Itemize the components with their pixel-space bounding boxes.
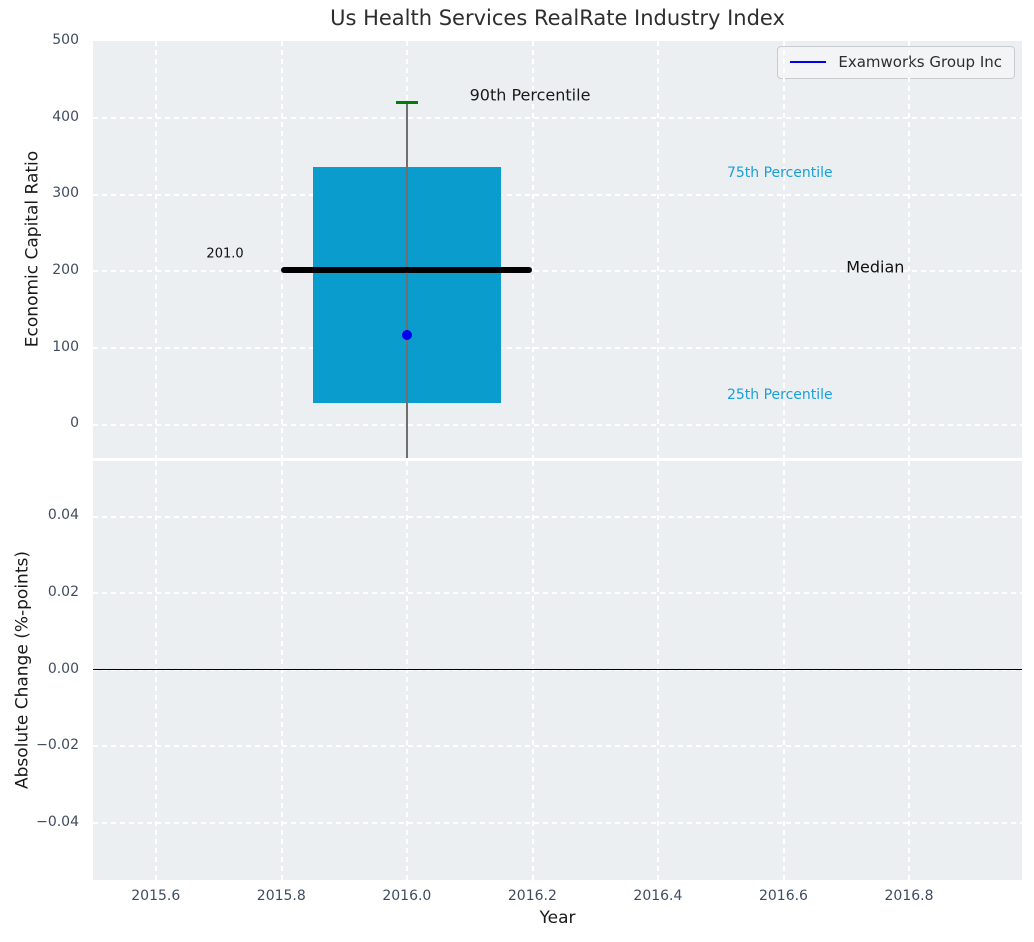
annotation-p90-label: 90th Percentile — [469, 85, 591, 105]
legend-label: Examworks Group Inc — [838, 53, 1002, 71]
y-tick-label: 0.04 — [47, 507, 79, 524]
y-tick-label: 500 — [52, 32, 79, 48]
gridline-horizontal — [93, 193, 1022, 196]
gridline-horizontal — [93, 745, 1022, 748]
annotation-median-label: Median — [846, 257, 905, 277]
y-tick-label: 400 — [52, 108, 79, 125]
gridline-vertical — [531, 41, 534, 458]
annotation-median-value: 201.0 — [206, 246, 244, 262]
x-tick-label: 2015.8 — [256, 888, 306, 904]
x-axis-label: Year — [539, 908, 576, 928]
y-tick-label: −0.02 — [36, 737, 79, 754]
y-tick-label: 0.00 — [47, 660, 79, 677]
gridline-horizontal — [93, 270, 1022, 273]
x-tick-label: 2016.8 — [884, 888, 934, 904]
gridline-horizontal — [93, 347, 1022, 350]
x-tick-label: 2016.2 — [507, 888, 557, 904]
gridline-horizontal — [93, 117, 1022, 120]
plot-area-economic-capital-ratio — [93, 41, 1022, 458]
gridline-horizontal — [93, 592, 1022, 595]
gridline-vertical — [782, 41, 785, 458]
zero-line — [93, 668, 1022, 671]
whisker-cap-90th-percentile — [395, 101, 418, 104]
x-tick-label: 2016.6 — [758, 888, 808, 904]
legend-line-swatch — [790, 61, 827, 63]
y-tick-label: 100 — [52, 338, 79, 355]
annotation-p75-label: 75th Percentile — [726, 164, 833, 181]
y-tick-label: 0.02 — [47, 584, 79, 600]
chart-title: Us Health Services RealRate Industry Ind… — [330, 6, 785, 30]
annotation-p25-label: 25th Percentile — [726, 387, 833, 404]
gridline-vertical — [657, 41, 660, 458]
median-line — [281, 267, 533, 274]
whisker-line — [406, 102, 408, 458]
y-tick-label: 0 — [70, 415, 79, 432]
gridline-vertical — [280, 41, 283, 458]
gridline-horizontal — [93, 822, 1022, 824]
gridline-horizontal — [93, 423, 1022, 426]
x-tick-label: 2016.4 — [633, 888, 683, 904]
y-tick-label: 200 — [52, 261, 79, 278]
company-data-point — [401, 329, 412, 340]
gridline-horizontal — [93, 515, 1022, 518]
x-tick-label: 2016.0 — [382, 888, 432, 904]
x-tick-label: 2015.6 — [131, 888, 181, 904]
y-axis-label-top: Economic Capital Ratio — [22, 150, 42, 347]
legend: Examworks Group Inc — [777, 46, 1015, 79]
y-tick-label: −0.04 — [36, 813, 79, 830]
y-tick-label: 300 — [52, 185, 79, 202]
gridline-vertical — [908, 41, 911, 458]
gridline-vertical — [155, 41, 158, 458]
